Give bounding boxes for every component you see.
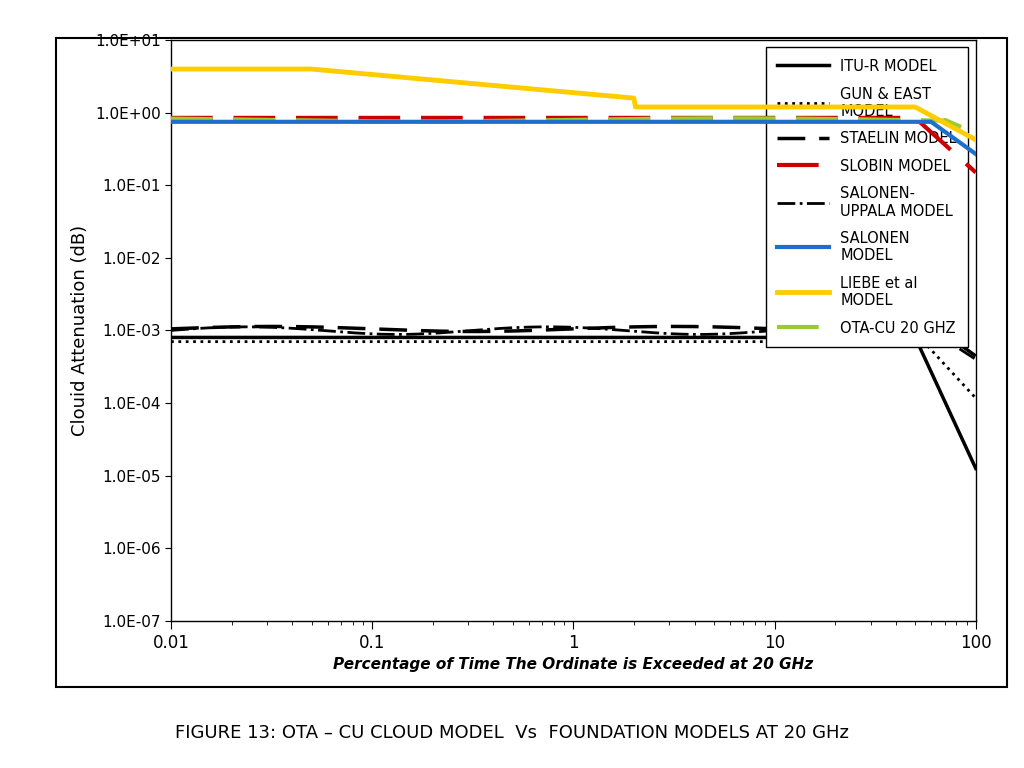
Y-axis label: Clouid Attenuation (dB): Clouid Attenuation (dB) xyxy=(72,225,89,436)
X-axis label: Percentage of Time The Ordinate is Exceeded at 20 GHz: Percentage of Time The Ordinate is Excee… xyxy=(333,657,813,672)
Legend: ITU-R MODEL, GUN & EAST
MODEL, STAELIN MODEL, SLOBIN MODEL, SALONEN-
UPPALA MODE: ITU-R MODEL, GUN & EAST MODEL, STAELIN M… xyxy=(766,48,969,347)
Text: FIGURE 13: OTA – CU CLOUD MODEL  Vs  FOUNDATION MODELS AT 20 GHz: FIGURE 13: OTA – CU CLOUD MODEL Vs FOUND… xyxy=(175,724,849,743)
